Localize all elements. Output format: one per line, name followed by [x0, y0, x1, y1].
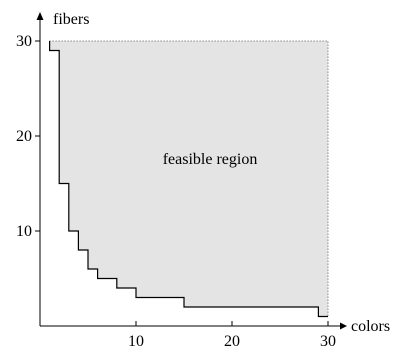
feasible-region — [49, 41, 328, 317]
y-tick-label: 20 — [16, 128, 32, 145]
y-tick-label: 30 — [16, 33, 32, 50]
x-tick-label: 20 — [224, 333, 240, 350]
ticks: 10 20 30 10 20 30 — [16, 33, 336, 350]
x-tick-label: 10 — [128, 333, 144, 350]
y-axis-label: fibers — [53, 11, 89, 28]
plot-area — [49, 40, 329, 318]
y-tick-label: 10 — [16, 223, 32, 240]
x-axis-arrow — [340, 322, 347, 330]
region-limit-line — [49, 40, 329, 317]
y-axis-arrow — [36, 12, 44, 20]
x-axis-label: colors — [351, 318, 390, 335]
axes — [36, 12, 347, 330]
x-tick-label: 30 — [320, 333, 336, 350]
pareto-boundary-line — [49, 41, 328, 318]
region-annotation: feasible region — [163, 151, 258, 168]
